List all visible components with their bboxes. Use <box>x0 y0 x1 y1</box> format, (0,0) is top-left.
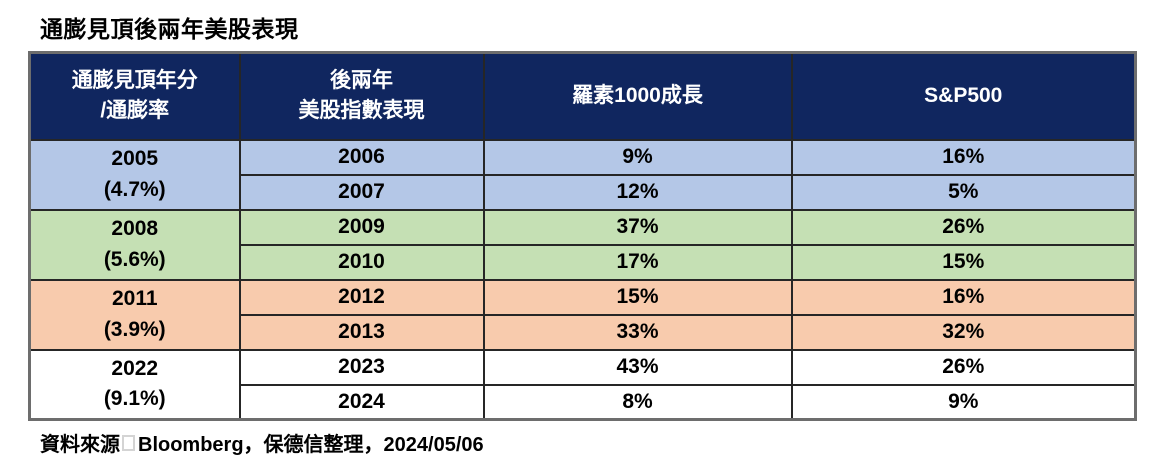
table-row: 2022 (9.1%) 2023 43% 26% <box>28 348 1137 421</box>
year-cell: 2007 <box>238 173 485 211</box>
russell-value-cell: 15% <box>482 278 793 316</box>
peak-year-cell-2005: 2005 (4.7%) <box>28 138 241 211</box>
table-row: 2013 33% 32% <box>30 313 1137 351</box>
year-cell: 2013 <box>238 313 485 351</box>
source-text: Bloomberg，保德信整理，2024/05/06 <box>138 434 484 456</box>
year-cell: 2023 <box>238 348 485 386</box>
russell-value-cell: 33% <box>482 313 793 351</box>
year-cell: 2009 <box>238 208 485 246</box>
peak-year-cell-2008: 2008 (5.6%) <box>28 208 241 281</box>
page: 通膨見頂後兩年美股表現 通膨見頂年分 /通膨率 後兩年 美股指數表現 羅素100… <box>28 16 1152 457</box>
sp500-value-cell: 16% <box>790 138 1137 176</box>
table-row: 2010 17% 15% <box>30 243 1137 281</box>
russell-value-cell: 43% <box>482 348 793 386</box>
russell-value-cell: 9% <box>482 138 793 176</box>
russell-value-cell: 12% <box>482 173 793 211</box>
year-cell: 2024 <box>238 383 485 421</box>
header-cell-russell-1000-growth: 羅素1000成長 <box>482 51 793 141</box>
inflation-peak-performance-table: 通膨見頂年分 /通膨率 後兩年 美股指數表現 羅素1000成長 S&P500 2… <box>28 51 1137 421</box>
source-note: 資料來源 Bloomberg，保德信整理，2024/05/06 <box>40 428 1152 457</box>
sp500-value-cell: 9% <box>790 383 1137 421</box>
sp500-value-cell: 16% <box>790 278 1137 316</box>
header-cell-sp500: S&P500 <box>790 51 1137 141</box>
sp500-value-cell: 32% <box>790 313 1137 351</box>
missing-glyph-box <box>122 434 135 451</box>
sp500-value-cell: 26% <box>790 208 1137 246</box>
sp500-value-cell: 5% <box>790 173 1137 211</box>
year-cell: 2010 <box>238 243 485 281</box>
table-row: 2007 12% 5% <box>30 173 1137 211</box>
header-cell-next-two-years: 後兩年 美股指數表現 <box>238 51 485 141</box>
table-row: 2011 (3.9%) 2012 15% 16% <box>28 278 1137 351</box>
header-cell-peak-year: 通膨見頂年分 /通膨率 <box>28 51 241 141</box>
year-cell: 2012 <box>238 278 485 316</box>
year-cell: 2006 <box>238 138 485 176</box>
peak-year-cell-2022: 2022 (9.1%) <box>28 348 241 421</box>
russell-value-cell: 8% <box>482 383 793 421</box>
table-row: 2005 (4.7%) 2006 9% 16% <box>28 138 1137 211</box>
sp500-value-cell: 15% <box>790 243 1137 281</box>
russell-value-cell: 17% <box>482 243 793 281</box>
russell-value-cell: 37% <box>482 208 793 246</box>
table-row: 2008 (5.6%) 2009 37% 26% <box>28 208 1137 281</box>
source-label: 資料來源 <box>40 434 120 456</box>
peak-year-cell-2011: 2011 (3.9%) <box>28 278 241 351</box>
page-title: 通膨見頂後兩年美股表現 <box>40 16 299 42</box>
table-header-row: 通膨見頂年分 /通膨率 後兩年 美股指數表現 羅素1000成長 S&P500 <box>28 51 1137 141</box>
table-row: 2024 8% 9% <box>30 383 1137 421</box>
sp500-value-cell: 26% <box>790 348 1137 386</box>
